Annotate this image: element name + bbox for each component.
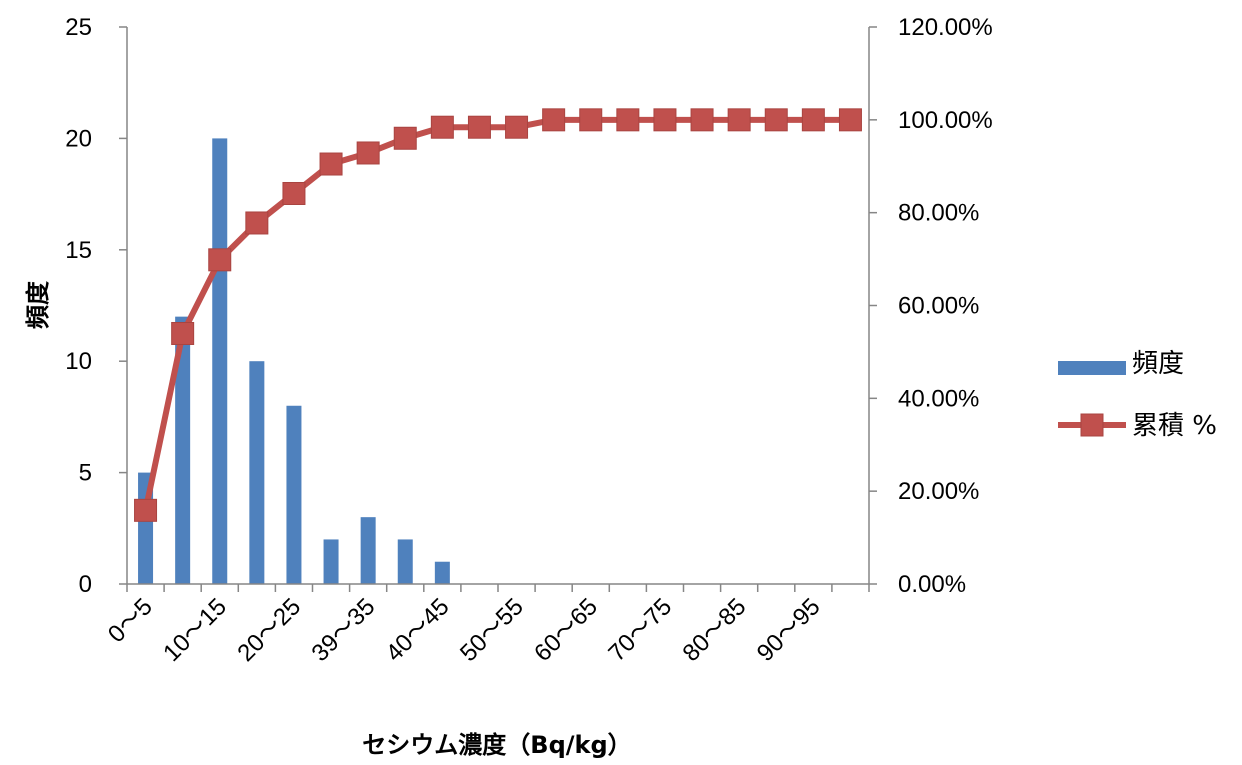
x-tick-label: 10〜15 — [158, 593, 232, 667]
right-tick-label: 100.00% — [898, 107, 993, 134]
left-tick-label: 15 — [65, 237, 92, 264]
cumulative-point-1 — [171, 321, 195, 345]
x-axis-ticks: 0〜5 10〜15 20〜25 39〜35 40〜45 50〜55 60〜65 70〜75 80… — [103, 584, 870, 667]
left-tick-label: 20 — [65, 125, 92, 152]
right-tick-label: 60.00% — [898, 293, 979, 320]
axes — [126, 27, 870, 585]
cumulative-line-series — [134, 108, 862, 522]
bar-4 — [286, 405, 302, 584]
bar-1 — [175, 316, 191, 584]
cumulative-point-7 — [393, 126, 417, 150]
cumulative-point-16 — [727, 108, 751, 132]
x-tick-label: 0〜5 — [103, 593, 158, 648]
cumulative-point-12 — [579, 108, 603, 132]
right-tick-label: 20.00% — [898, 478, 979, 505]
legend-label-cumulative: 累積 % — [1132, 411, 1217, 441]
x-tick-label: 40〜45 — [381, 593, 455, 667]
bar-series — [138, 138, 450, 584]
cumulative-point-3 — [245, 211, 269, 235]
cumulative-point-2 — [208, 248, 232, 272]
x-tick-label: 20〜25 — [232, 593, 306, 667]
cumulative-point-10 — [505, 115, 529, 139]
bar-8 — [434, 561, 450, 584]
cumulative-point-11 — [542, 108, 566, 132]
right-tick-label: 0.00% — [898, 571, 966, 598]
cumulative-point-18 — [801, 108, 825, 132]
bar-5 — [323, 539, 339, 584]
cumulative-point-9 — [467, 115, 491, 139]
legend-square-marker — [1080, 413, 1104, 437]
cumulative-point-13 — [616, 108, 640, 132]
bar-6 — [360, 517, 376, 584]
left-tick-label: 0 — [79, 571, 92, 598]
y-axis-title: 頻度 — [24, 280, 52, 329]
cumulative-point-14 — [653, 108, 677, 132]
x-tick-label: 39〜35 — [307, 593, 381, 667]
cumulative-point-17 — [764, 108, 788, 132]
x-tick-label: 90〜95 — [752, 593, 826, 667]
x-tick-label: 70〜75 — [603, 593, 677, 667]
bar-2 — [212, 138, 228, 584]
right-tick-label: 120.00% — [898, 14, 993, 41]
cumulative-point-6 — [356, 141, 380, 165]
cumulative-point-19 — [838, 108, 862, 132]
cumulative-point-15 — [690, 108, 714, 132]
legend: 頻度 累積 % — [1058, 349, 1217, 441]
x-axis-title: セシウム濃度（Bq/kg） — [362, 731, 631, 759]
left-axis-ticks: 0 5 10 15 20 25 — [65, 14, 127, 598]
cumulative-point-4 — [282, 181, 306, 205]
x-tick-label: 60〜65 — [529, 593, 603, 667]
cumulative-point-8 — [430, 115, 454, 139]
legend-bar-swatch — [1058, 361, 1126, 375]
right-tick-label: 80.00% — [898, 200, 979, 227]
bar-7 — [397, 539, 413, 584]
cumulative-point-5 — [319, 152, 343, 176]
x-tick-label: 80〜85 — [678, 593, 752, 667]
right-axis-ticks: 0.00% 20.00% 40.00% 60.00% 80.00% 100.00% 120.… — [869, 14, 993, 598]
x-tick-label: 50〜55 — [455, 593, 529, 667]
right-tick-label: 40.00% — [898, 385, 979, 412]
cumulative-point-0 — [134, 498, 158, 522]
left-tick-label: 10 — [65, 348, 92, 375]
left-tick-label: 5 — [79, 460, 92, 487]
left-tick-label: 25 — [65, 14, 92, 41]
legend-label-frequency: 頻度 — [1132, 349, 1184, 379]
bar-3 — [249, 361, 265, 584]
